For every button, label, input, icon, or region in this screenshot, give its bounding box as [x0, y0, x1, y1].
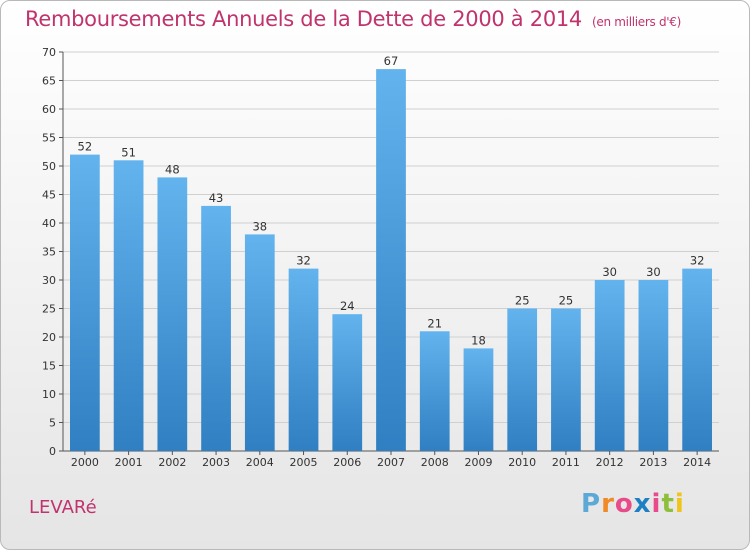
data-label: 32	[296, 254, 311, 268]
x-tick-label: 2012	[596, 456, 624, 469]
y-tick-label: 15	[42, 360, 56, 373]
logo-letter: x	[633, 489, 652, 519]
y-tick-label: 5	[49, 417, 56, 430]
y-tick-label: 35	[42, 246, 56, 259]
x-tick-label: 2001	[115, 456, 143, 469]
data-label: 32	[690, 254, 705, 268]
x-tick-label: 2000	[71, 456, 99, 469]
x-tick-label: 2013	[639, 456, 667, 469]
logo-letter: i	[674, 489, 685, 519]
y-tick-label: 65	[42, 75, 56, 88]
y-tick-label: 0	[49, 445, 56, 458]
bar	[69, 154, 100, 451]
bar	[507, 308, 538, 451]
bar	[157, 177, 188, 451]
bar	[463, 348, 494, 451]
data-label: 18	[471, 333, 486, 347]
x-tick-label: 2007	[377, 456, 405, 469]
x-tick-label: 2014	[683, 456, 711, 469]
data-label: 52	[78, 140, 93, 154]
y-tick-label: 70	[42, 46, 56, 59]
bar	[201, 205, 231, 451]
y-tick-label: 25	[42, 303, 56, 316]
x-tick-label: 2009	[464, 456, 492, 469]
bar	[288, 268, 319, 451]
logo-letter: t	[661, 489, 675, 519]
data-label: 51	[121, 145, 136, 159]
data-label: 25	[515, 294, 530, 308]
bar	[551, 308, 581, 451]
x-tick-label: 2006	[333, 456, 361, 469]
logo-letter: P	[581, 489, 602, 519]
logo-letter: i	[651, 489, 662, 519]
data-label: 24	[340, 299, 355, 313]
data-label: 48	[165, 162, 180, 176]
x-tick-label: 2003	[202, 456, 230, 469]
proxiti-logo: Proxiti	[581, 489, 685, 519]
bar	[594, 280, 625, 451]
y-tick-label: 60	[42, 103, 56, 116]
bar	[244, 234, 275, 451]
bar	[332, 314, 363, 451]
data-label: 21	[427, 316, 442, 330]
bar	[638, 280, 669, 451]
y-tick-label: 50	[42, 160, 56, 173]
y-tick-label: 55	[42, 132, 56, 145]
chart-title: Remboursements Annuels de la Dette de 20…	[25, 7, 681, 31]
x-tick-label: 2005	[290, 456, 318, 469]
logo-letter: o	[614, 489, 634, 519]
x-tick-label: 2008	[421, 456, 449, 469]
bar	[113, 160, 144, 452]
bar	[682, 268, 713, 451]
bar	[376, 69, 406, 451]
y-tick-label: 20	[42, 331, 56, 344]
commune-name: LEVARé	[29, 497, 97, 518]
x-tick-label: 2010	[508, 456, 536, 469]
data-label: 67	[384, 54, 399, 68]
data-label: 38	[252, 219, 267, 233]
data-label: 43	[209, 191, 224, 205]
data-label: 25	[559, 294, 574, 308]
chart-unit: (en milliers d'€)	[592, 15, 682, 29]
y-tick-label: 40	[42, 217, 56, 230]
bar	[419, 331, 450, 451]
chart-title-text: Remboursements Annuels de la Dette de 20…	[25, 7, 582, 31]
x-tick-label: 2004	[246, 456, 274, 469]
x-tick-label: 2002	[158, 456, 186, 469]
data-label: 30	[602, 265, 617, 279]
y-tick-label: 30	[42, 274, 56, 287]
logo-letter: r	[601, 489, 615, 519]
x-tick-label: 2011	[552, 456, 580, 469]
y-tick-label: 10	[42, 388, 56, 401]
y-tick-label: 45	[42, 189, 56, 202]
data-label: 30	[646, 265, 661, 279]
